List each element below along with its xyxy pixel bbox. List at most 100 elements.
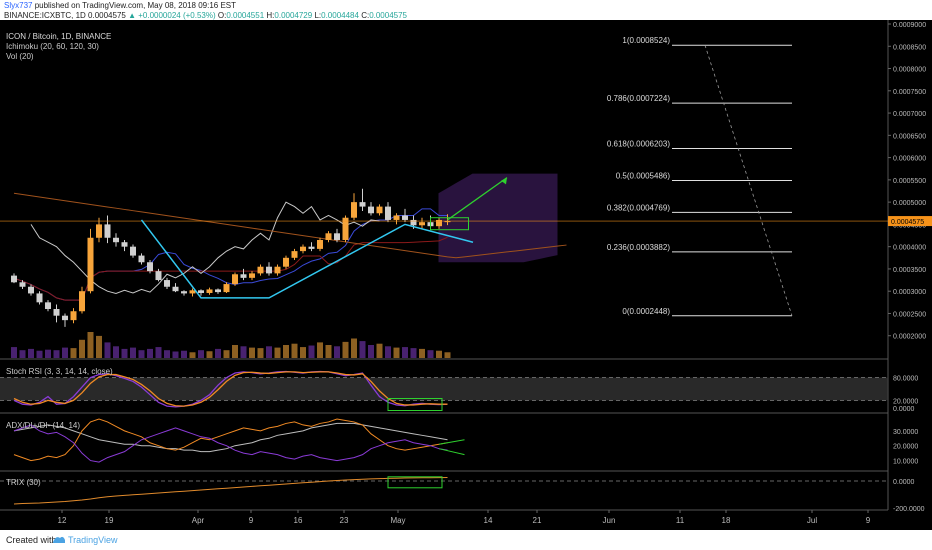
adx-line [13, 422, 448, 453]
tradingview-brand[interactable]: TradingView [68, 535, 118, 545]
ichimoku-lagging-span [30, 201, 380, 294]
candle-body [62, 315, 68, 321]
ichimoku-leading-span [13, 192, 567, 259]
candle-body [266, 266, 272, 274]
price-axis-label: 0.0006000 [893, 156, 926, 163]
volume-bar [419, 348, 425, 358]
volume-bar [274, 347, 281, 358]
stoch-k-line [13, 370, 448, 408]
ichimoku-base-line [13, 236, 448, 301]
volume-bar [79, 339, 85, 358]
candle-body [232, 274, 238, 285]
volume-bar [45, 349, 51, 358]
volume-bar [427, 350, 434, 358]
time-axis-label: 12 [58, 516, 67, 525]
adx-axis-label: 10.0000 [893, 459, 918, 466]
price-axis-label: 0.0005000 [893, 200, 926, 207]
candle-body [155, 271, 162, 281]
price-axis-label: 0.0007000 [893, 111, 926, 118]
current-price-label: 0.0004575 [891, 219, 924, 226]
price-axis-label: 0.0006500 [893, 133, 926, 140]
symbol-label: BINANCE:ICXBTC, 1D [4, 11, 86, 20]
price-axis-label: 0.0002000 [893, 334, 926, 341]
volume-bar [87, 332, 94, 358]
breakout-arrow [447, 177, 508, 221]
candle-body [240, 274, 247, 278]
footer: Created with TradingView [0, 530, 932, 550]
created-text: Created with [6, 535, 57, 545]
tradingview-logo-icon [52, 533, 66, 547]
stoch-highlight-box [387, 398, 443, 411]
low-value: 0.0004484 [321, 11, 359, 20]
price-axis-label: 0.0003500 [893, 267, 926, 274]
close-label: C: [361, 11, 370, 20]
last-price: 0.0004575 [88, 11, 126, 20]
volume-bar [155, 347, 162, 358]
candle-body [444, 221, 451, 223]
published-text: published on TradingView.com, May 08, 20… [34, 1, 237, 10]
candle-body [223, 284, 230, 293]
volume-bar [249, 347, 255, 358]
candle-body [181, 291, 187, 294]
candle-body [130, 246, 136, 256]
candle-body [172, 286, 179, 292]
time-axis-label: Apr [192, 516, 205, 525]
volume-bar [317, 342, 323, 358]
candle-body [189, 290, 196, 294]
candle-body [376, 206, 383, 214]
time-axis-label: 23 [340, 516, 349, 525]
candle-body [138, 255, 145, 263]
volume-bar [393, 347, 400, 358]
trend-line [140, 219, 474, 299]
kumo-cloud [438, 173, 558, 263]
time-axis-label: 9 [866, 516, 871, 525]
high-value: 0.0004729 [274, 11, 313, 20]
fib-level-label: 0.382(0.0004769) [607, 203, 671, 212]
candle-body [368, 206, 374, 214]
volume-bar [36, 350, 43, 358]
volume-bar [368, 345, 374, 358]
time-axis-label: 21 [533, 516, 542, 525]
consolidation-box [430, 217, 469, 231]
candle-body [351, 202, 357, 218]
volume-bar [53, 350, 60, 358]
trix-legend[interactable]: TRIX (30) [6, 478, 41, 487]
volume-bar [291, 343, 298, 358]
candle-body [249, 273, 255, 278]
trix-axis-label: -200.0000 [893, 506, 925, 513]
volume-bar [19, 350, 26, 358]
candle-body [87, 237, 94, 292]
adx-axis-label: 30.0000 [893, 429, 918, 436]
volume-bar [359, 341, 366, 358]
candle-body [79, 291, 85, 312]
fib-level-label: 1(0.0008524) [622, 36, 670, 45]
stoch-legend[interactable]: Stoch RSI (3, 3, 14, 14, close) [6, 367, 113, 376]
volume-bar [342, 341, 349, 358]
volume-bar [223, 350, 230, 358]
candle-body [436, 219, 442, 227]
high-label: H: [266, 11, 275, 20]
time-axis-label: Jun [603, 516, 616, 525]
candle-body [308, 246, 315, 249]
candle-body [359, 202, 366, 207]
adx-legend[interactable]: ADX/DI+/DI- (14, 14) [6, 421, 81, 430]
ichimoku-legend[interactable]: Ichimoku (20, 60, 120, 30) [6, 42, 99, 51]
arrow-head-icon [501, 177, 507, 185]
chart-area[interactable]: 0.0009000 0.0008500 0.0008000 0.0007500 0.00… [0, 20, 932, 530]
stoch-axis-label: 80.0000 [893, 376, 918, 383]
volume-bar [138, 350, 145, 358]
candle-body [45, 302, 51, 310]
price-axis-label: 0.0002500 [893, 311, 926, 318]
volume-bar [334, 346, 340, 358]
candle-body [28, 286, 34, 294]
volume-bar [385, 346, 391, 358]
author-link[interactable]: Slyx737 [4, 1, 33, 10]
volume-bar [198, 350, 204, 358]
vol-legend[interactable]: Vol (20) [6, 52, 34, 61]
candle-body [325, 233, 332, 240]
candle-body [342, 217, 349, 240]
open-label: O: [217, 11, 227, 20]
volume-bar [70, 348, 77, 358]
candle-body [274, 266, 281, 274]
volume-bar [402, 347, 408, 358]
